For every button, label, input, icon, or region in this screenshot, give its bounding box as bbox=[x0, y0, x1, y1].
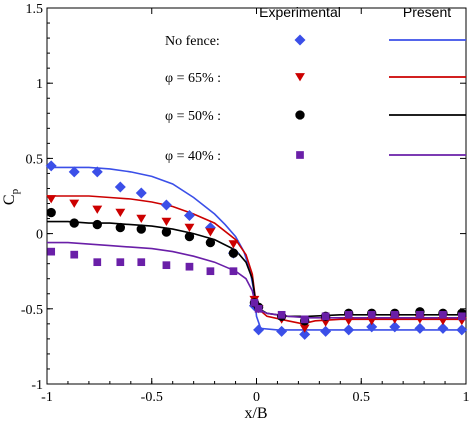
phi-50-experimental-point bbox=[205, 237, 216, 248]
phi-65-experimental-point bbox=[438, 316, 448, 326]
phi-40-experimental-point bbox=[321, 312, 330, 321]
legend-header-present: Present bbox=[403, 4, 451, 20]
y-tick-label: 1.5 bbox=[26, 2, 44, 17]
phi-50-experimental-point bbox=[228, 248, 239, 258]
phi-40-experimental-point bbox=[93, 258, 102, 267]
legend-label-phi-40: φ = 40% : bbox=[165, 149, 221, 164]
y-axis-title: Cp bbox=[1, 188, 21, 205]
legend-marker-phi-40 bbox=[296, 151, 304, 159]
phi-65-experimental-point bbox=[69, 199, 80, 208]
phi-40-experimental-point bbox=[70, 250, 79, 259]
x-tick-label: -1 bbox=[41, 390, 53, 405]
phi-40-experimental-point bbox=[137, 258, 146, 267]
phi-40-model-line bbox=[47, 241, 466, 319]
no-fence-experimental-point bbox=[68, 166, 80, 178]
axis-ticks: -1 -0.5 0 0.5 1 -1 -0.5 0 0.5 1 1.5 bbox=[21, 2, 470, 405]
no-fence-experimental-point bbox=[253, 324, 265, 336]
phi-65-experimental-point bbox=[228, 240, 239, 249]
no-fence-experimental-point bbox=[437, 322, 449, 334]
phi-65-experimental-point bbox=[205, 228, 216, 237]
no-fence-experimental-point bbox=[320, 325, 332, 337]
phi-65-experimental-point bbox=[366, 316, 377, 326]
phi-65-experimental-point bbox=[343, 316, 354, 326]
y-tick-label: 1 bbox=[36, 77, 43, 92]
no-fence-experimental-point bbox=[135, 187, 147, 199]
phi-50-experimental-point bbox=[92, 219, 102, 230]
x-tick-label: 0 bbox=[253, 390, 260, 405]
no-fence-experimental-point bbox=[299, 328, 311, 340]
phi-40-experimental-point bbox=[250, 298, 259, 307]
phi-65-experimental-point bbox=[299, 324, 310, 333]
y-axis-title-main: C bbox=[1, 194, 18, 205]
x-tick-label: 1 bbox=[463, 390, 470, 405]
legend-marker-phi-50 bbox=[295, 110, 305, 120]
no-fence-experimental-point bbox=[91, 166, 103, 178]
y-tick-label: -1 bbox=[31, 378, 43, 393]
no-fence-experimental-point bbox=[183, 210, 195, 222]
legend-marker-phi-65 bbox=[295, 73, 305, 82]
x-tick-label: -0.5 bbox=[141, 390, 163, 405]
phi-40-experimental-point bbox=[390, 310, 399, 319]
model-lines bbox=[47, 166, 466, 331]
phi-40-experimental-point bbox=[116, 258, 125, 267]
phi-40-experimental-point bbox=[416, 310, 424, 319]
phi-65-experimental-point bbox=[92, 205, 103, 214]
legend: Experimental Present No fence: φ = 65% : φ… bbox=[165, 4, 466, 164]
legend-label-phi-65: φ = 65% : bbox=[165, 71, 221, 86]
y-axis-title-sub: p bbox=[9, 188, 21, 194]
no-fence-experimental-point bbox=[414, 322, 426, 334]
phi-40-experimental-point bbox=[229, 267, 238, 276]
phi-65-experimental-point bbox=[161, 217, 172, 226]
phi-65-experimental-point bbox=[115, 208, 126, 217]
no-fence-experimental-point bbox=[114, 181, 126, 193]
phi-40-experimental-point bbox=[47, 247, 56, 256]
legend-label-no-fence: No fence: bbox=[165, 34, 220, 49]
no-fence-experimental-point bbox=[389, 321, 401, 333]
no-fence-experimental-point bbox=[366, 321, 378, 333]
no-fence-experimental-point bbox=[45, 160, 57, 172]
phi-50-experimental-point bbox=[161, 227, 172, 237]
phi-65-model-line bbox=[47, 195, 466, 325]
phi-40-experimental-point bbox=[439, 310, 447, 319]
phi-65-experimental-point bbox=[46, 195, 57, 204]
legend-label-phi-50: φ = 50% : bbox=[165, 109, 221, 124]
phi-40-experimental-point bbox=[254, 304, 263, 313]
legend-marker-no-fence bbox=[294, 34, 306, 46]
phi-50-experimental-point bbox=[46, 207, 56, 218]
no-fence-experimental-point bbox=[343, 324, 355, 336]
x-tick-label: 0.5 bbox=[353, 390, 371, 405]
phi-50-experimental-point bbox=[184, 231, 195, 242]
phi-50-experimental-point bbox=[115, 222, 125, 233]
phi-65-experimental-point bbox=[136, 214, 147, 223]
x-axis-title: x/B bbox=[244, 405, 267, 422]
phi-40-experimental-point bbox=[367, 310, 376, 319]
phi-40-experimental-point bbox=[185, 262, 194, 271]
phi-40-experimental-point bbox=[344, 310, 353, 319]
phi-65-experimental-point bbox=[320, 318, 331, 327]
y-tick-label: -0.5 bbox=[21, 303, 43, 318]
phi-40-experimental-point bbox=[206, 267, 215, 276]
experimental-markers bbox=[45, 160, 468, 340]
phi-50-experimental-point bbox=[69, 218, 79, 228]
no-fence-experimental-point bbox=[160, 199, 172, 211]
y-tick-label: 0.5 bbox=[26, 152, 44, 167]
phi-50-experimental-point bbox=[136, 224, 146, 234]
phi-50-model-line bbox=[47, 220, 466, 318]
phi-40-experimental-point bbox=[457, 312, 466, 321]
phi-40-experimental-point bbox=[162, 261, 171, 270]
y-tick-label: 0 bbox=[36, 228, 43, 243]
phi-40-experimental-point bbox=[277, 310, 286, 319]
phi-40-experimental-point bbox=[300, 315, 309, 324]
legend-header-experimental: Experimental bbox=[259, 4, 341, 20]
no-fence-experimental-point bbox=[276, 325, 288, 337]
phi-65-experimental-point bbox=[184, 223, 195, 232]
no-fence-experimental-point bbox=[456, 324, 468, 336]
